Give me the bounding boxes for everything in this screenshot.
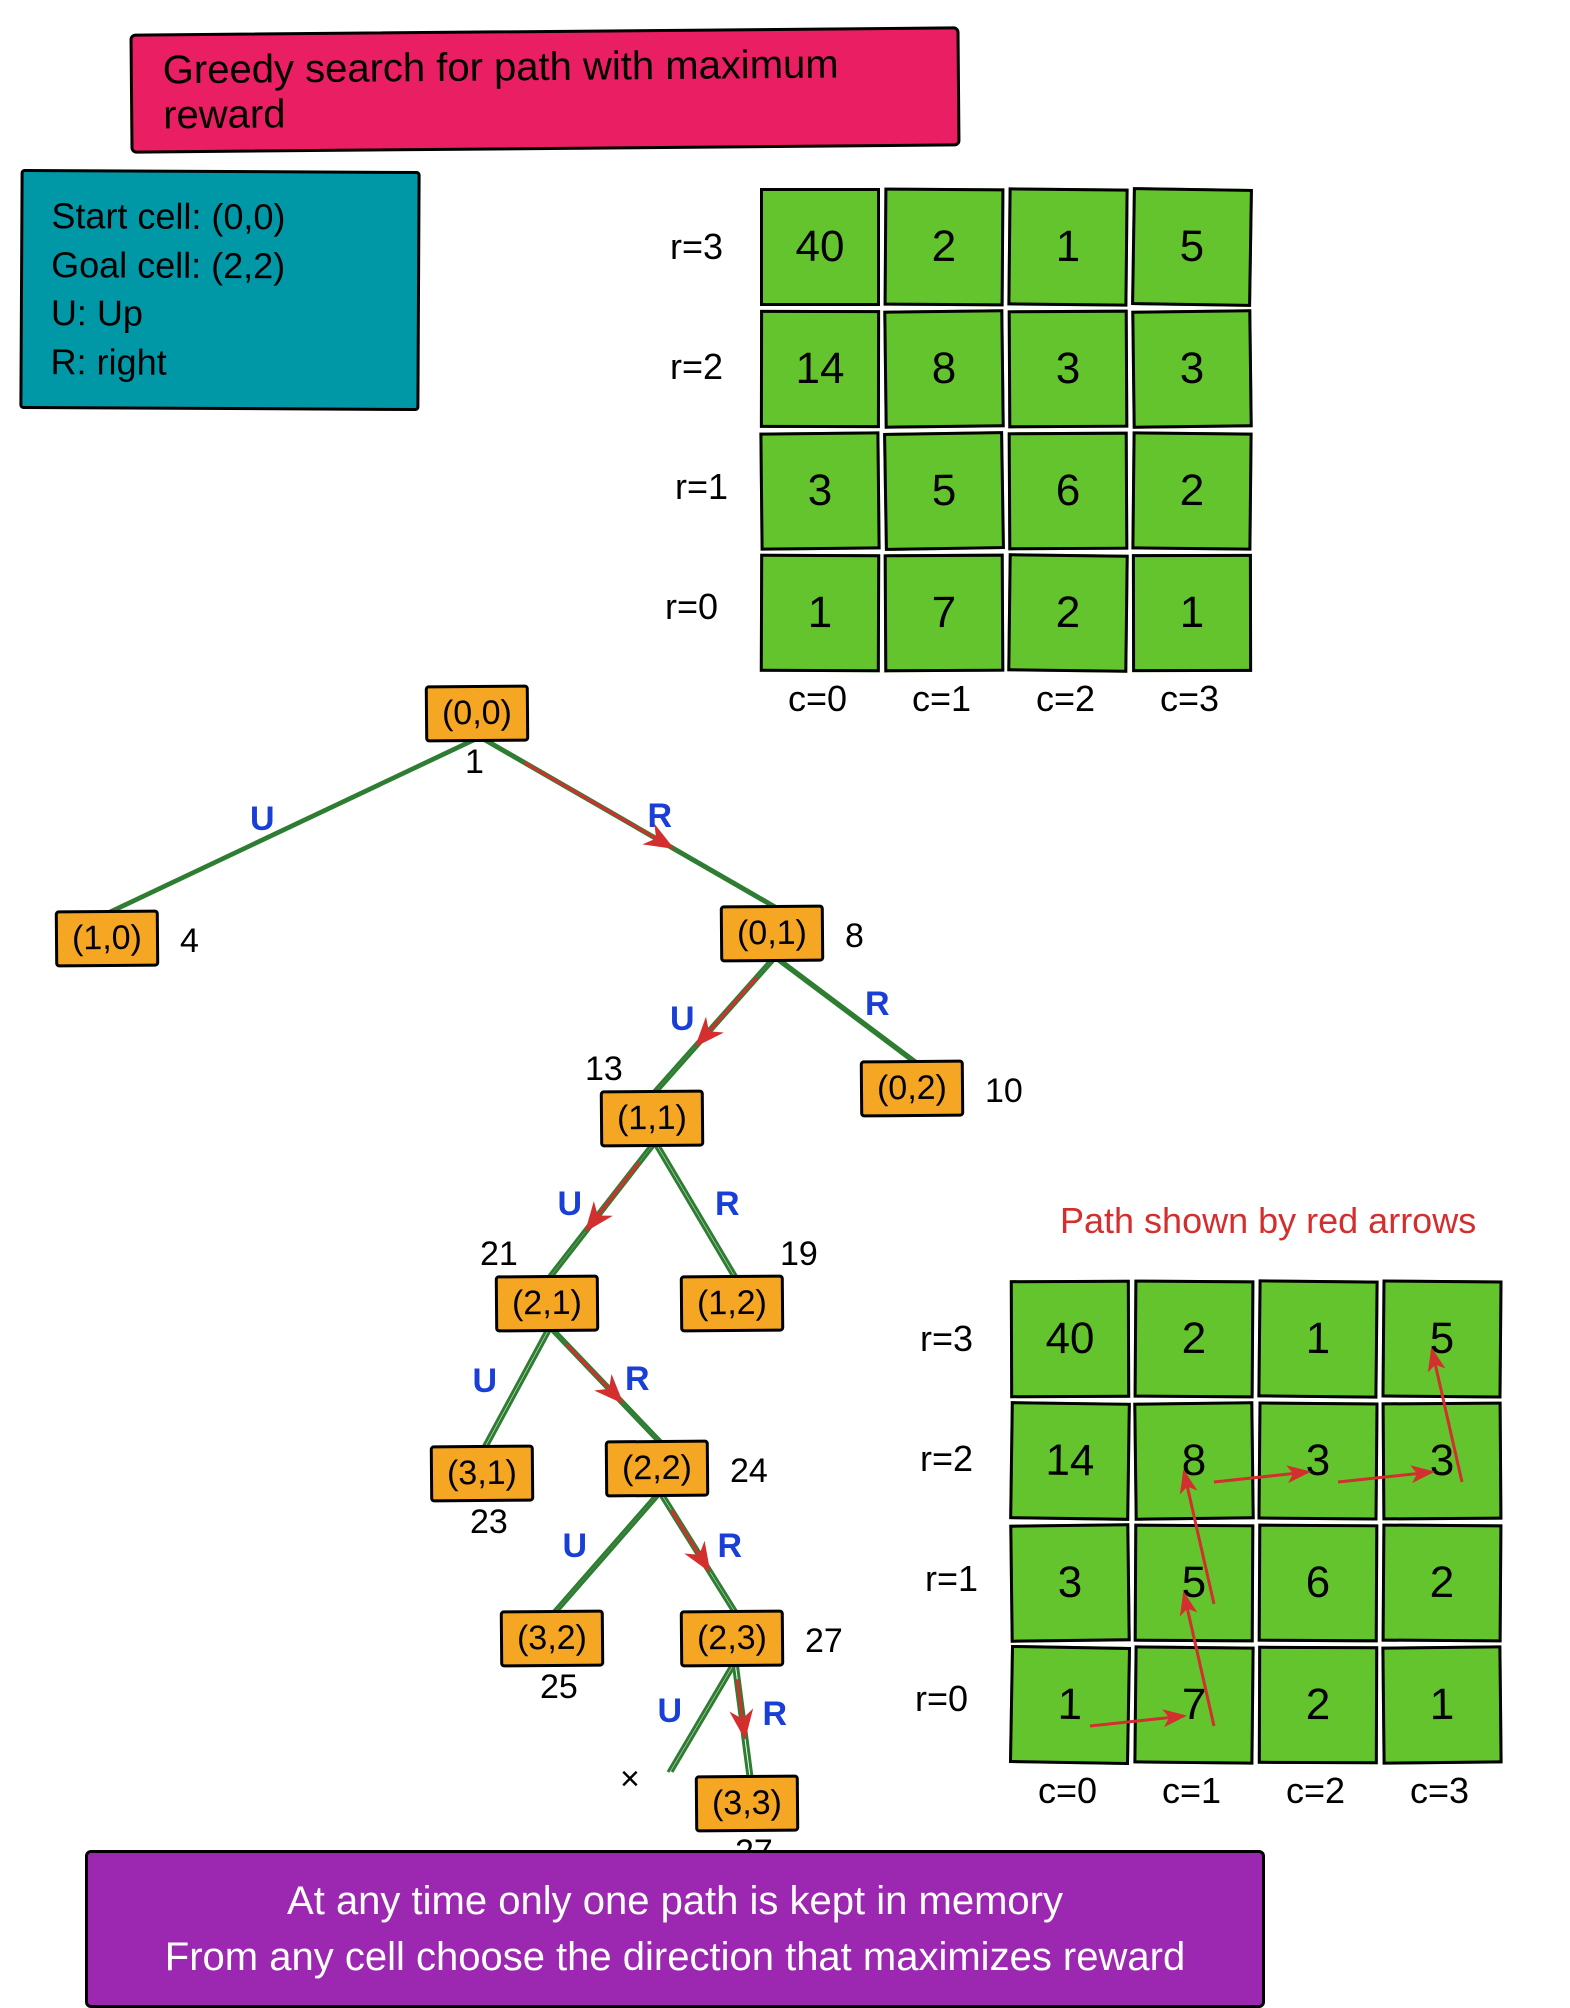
grid-cell: 1 bbox=[1007, 187, 1128, 306]
node-value: 23 bbox=[470, 1503, 508, 1542]
tree-node: (0,1) bbox=[720, 905, 824, 963]
info-line: Goal cell: (2,2) bbox=[51, 241, 389, 291]
tree-node: (3,2) bbox=[500, 1610, 604, 1668]
grid-cell: 1 bbox=[1381, 1645, 1502, 1764]
tree-node: (0,0) bbox=[425, 685, 529, 743]
grid-cell: 2 bbox=[1258, 1646, 1378, 1764]
info-line: Start cell: (0,0) bbox=[51, 192, 389, 242]
info-line: R: right bbox=[50, 338, 388, 388]
node-value: 25 bbox=[540, 1668, 578, 1707]
node-value: 21 bbox=[480, 1235, 518, 1274]
grid-cell: 2 bbox=[1007, 553, 1128, 672]
node-value: 13 bbox=[585, 1050, 623, 1089]
tree-node: (3,3) bbox=[695, 1775, 799, 1833]
tree-node: (2,3) bbox=[680, 1610, 784, 1668]
grid-cell: 2 bbox=[1134, 1280, 1255, 1399]
edge-label: U bbox=[473, 1362, 498, 1401]
grid-row-label: r=2 bbox=[920, 1438, 973, 1480]
grid-col-label: c=2 bbox=[1036, 678, 1095, 720]
footer-box: At any time only one path is kept in mem… bbox=[85, 1850, 1265, 2008]
grid-cell: 3 bbox=[1009, 1523, 1130, 1642]
grid-col-label: c=1 bbox=[912, 678, 971, 720]
edge-label: U bbox=[670, 1000, 695, 1039]
grid-cell: 2 bbox=[1382, 1524, 1503, 1643]
grid-row-label: r=0 bbox=[665, 586, 718, 628]
grid2-caption: Path shown by red arrows bbox=[1060, 1200, 1476, 1242]
grid-cell: 1 bbox=[1257, 1279, 1378, 1398]
node-value: 10 bbox=[985, 1072, 1023, 1111]
grid-cell: 1 bbox=[1009, 1645, 1131, 1765]
grid-row-label: r=0 bbox=[915, 1678, 968, 1720]
info-line: U: Up bbox=[51, 289, 389, 339]
grid-cell: 1 bbox=[760, 554, 880, 672]
reward-grid-top: 402151483335621721 r=3 r=2 r=1 r=0 c=0 c… bbox=[760, 188, 1252, 672]
grid-cell: 1 bbox=[1132, 554, 1252, 672]
grid-cell: 3 bbox=[1257, 1401, 1378, 1520]
grid-cell: 5 bbox=[883, 431, 1005, 551]
grid-col-label: c=2 bbox=[1286, 1770, 1345, 1812]
edge-label: R bbox=[715, 1185, 740, 1224]
edge-label: U bbox=[558, 1185, 583, 1224]
edge-label: U bbox=[658, 1692, 683, 1731]
grid-cell: 2 bbox=[884, 188, 1005, 307]
grid-row-label: r=3 bbox=[920, 1318, 973, 1360]
grid-cell: 8 bbox=[1133, 1401, 1254, 1520]
tree-node: (2,2) bbox=[605, 1440, 709, 1498]
node-value: 27 bbox=[805, 1622, 843, 1661]
grid-cell: 14 bbox=[1009, 1401, 1131, 1521]
info-box: Start cell: (0,0) Goal cell: (2,2) U: Up… bbox=[19, 169, 420, 411]
grid-row-label: r=3 bbox=[670, 226, 723, 268]
grid-cell: 14 bbox=[760, 310, 880, 428]
grid-cell: 2 bbox=[1131, 431, 1252, 550]
grid-cell: 3 bbox=[1131, 309, 1252, 428]
node-value: 4 bbox=[180, 922, 199, 961]
edge-label: R bbox=[625, 1360, 650, 1399]
x-mark: × bbox=[620, 1760, 640, 1799]
grid-col-label: c=0 bbox=[788, 678, 847, 720]
grid-col-label: c=1 bbox=[1162, 1770, 1221, 1812]
grid-cell: 6 bbox=[1258, 1524, 1379, 1643]
node-value: 8 bbox=[845, 917, 864, 956]
grid-col-label: c=3 bbox=[1410, 1770, 1469, 1812]
grid-cell: 40 bbox=[1010, 1280, 1130, 1398]
edge-label: R bbox=[763, 1695, 788, 1734]
grid-cell: 6 bbox=[1008, 432, 1129, 551]
tree-node: (1,0) bbox=[55, 910, 159, 968]
edge-label: U bbox=[563, 1527, 588, 1566]
tree-node: (3,1) bbox=[430, 1445, 534, 1503]
title-box: Greedy search for path with maximum rewa… bbox=[129, 26, 960, 153]
tree-node: (0,2) bbox=[860, 1060, 964, 1118]
grid-row-label: r=1 bbox=[925, 1558, 978, 1600]
grid-cell: 5 bbox=[1381, 1279, 1502, 1398]
diagram-canvas: Greedy search for path with maximum rewa… bbox=[0, 0, 1570, 1977]
grid-row-label: r=2 bbox=[670, 346, 723, 388]
grid-cell: 3 bbox=[1382, 1402, 1503, 1521]
grid-cell: 3 bbox=[1008, 310, 1129, 429]
edge-label: R bbox=[865, 985, 890, 1024]
tree-node: (1,1) bbox=[600, 1090, 704, 1148]
grid-cell: 40 bbox=[760, 188, 880, 306]
grid-cell: 8 bbox=[883, 309, 1004, 428]
edge-label: U bbox=[250, 800, 275, 839]
node-value: 24 bbox=[730, 1452, 768, 1491]
tree-node: (1,2) bbox=[680, 1275, 784, 1333]
node-value: 1 bbox=[465, 743, 484, 782]
grid-cell: 5 bbox=[1131, 187, 1253, 307]
node-value: 19 bbox=[780, 1235, 818, 1274]
footer-line: At any time only one path is kept in mem… bbox=[128, 1873, 1222, 1929]
grid-cell: 5 bbox=[1134, 1524, 1255, 1643]
grid-row-label: r=1 bbox=[675, 466, 728, 508]
grid-col-label: c=0 bbox=[1038, 1770, 1097, 1812]
grid-col-label: c=3 bbox=[1160, 678, 1219, 720]
grid-cell: 7 bbox=[884, 554, 1005, 673]
grid-cell: 7 bbox=[1133, 1645, 1254, 1764]
tree-node: (2,1) bbox=[495, 1275, 599, 1333]
grid-cell: 3 bbox=[759, 431, 880, 550]
edge-label: R bbox=[648, 797, 673, 836]
reward-grid-bottom: 402151483335621721 r=3 r=2 r=1 r=0 c=0 c… bbox=[1010, 1280, 1502, 1764]
edge-label: R bbox=[718, 1527, 743, 1566]
